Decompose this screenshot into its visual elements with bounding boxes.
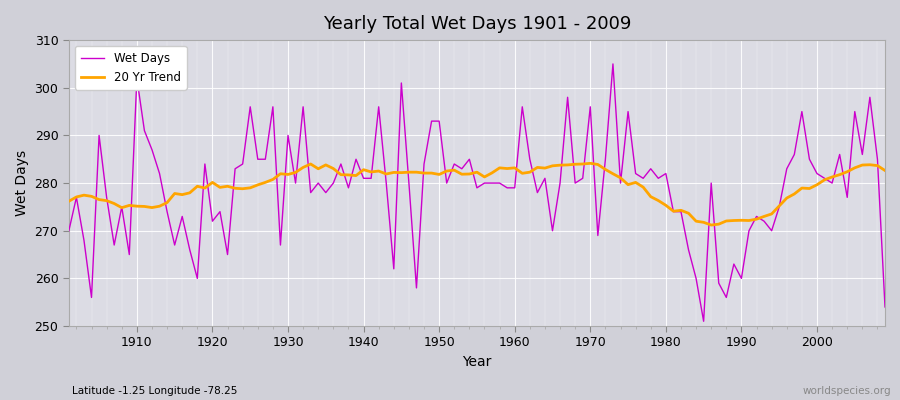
20 Yr Trend [585,161,596,166]
Text: Latitude -1.25 Longitude -78.25: Latitude -1.25 Longitude -78.25 [72,386,238,396]
20 Yr Trend [879,168,890,173]
Wet Days [509,186,520,190]
Wet Days [608,62,618,66]
20 Yr Trend [124,203,135,208]
20 Yr Trend [290,170,301,175]
Y-axis label: Wet Days: Wet Days [15,150,29,216]
Text: worldspecies.org: worldspecies.org [803,386,891,396]
Wet Days [502,186,513,190]
Wet Days [124,252,135,257]
20 Yr Trend [502,166,513,171]
Wet Days [600,157,611,162]
Wet Days [336,162,346,166]
20 Yr Trend [509,166,520,170]
20 Yr Trend [336,172,346,177]
Title: Yearly Total Wet Days 1901 - 2009: Yearly Total Wet Days 1901 - 2009 [323,15,631,33]
Line: Wet Days: Wet Days [68,64,885,321]
Wet Days [63,228,74,233]
20 Yr Trend [706,223,716,228]
20 Yr Trend [608,171,618,176]
20 Yr Trend [63,199,74,204]
Wet Days [698,319,709,324]
Line: 20 Yr Trend: 20 Yr Trend [68,163,885,225]
Legend: Wet Days, 20 Yr Trend: Wet Days, 20 Yr Trend [75,46,186,90]
X-axis label: Year: Year [463,355,491,369]
Wet Days [290,181,301,186]
Wet Days [879,304,890,309]
